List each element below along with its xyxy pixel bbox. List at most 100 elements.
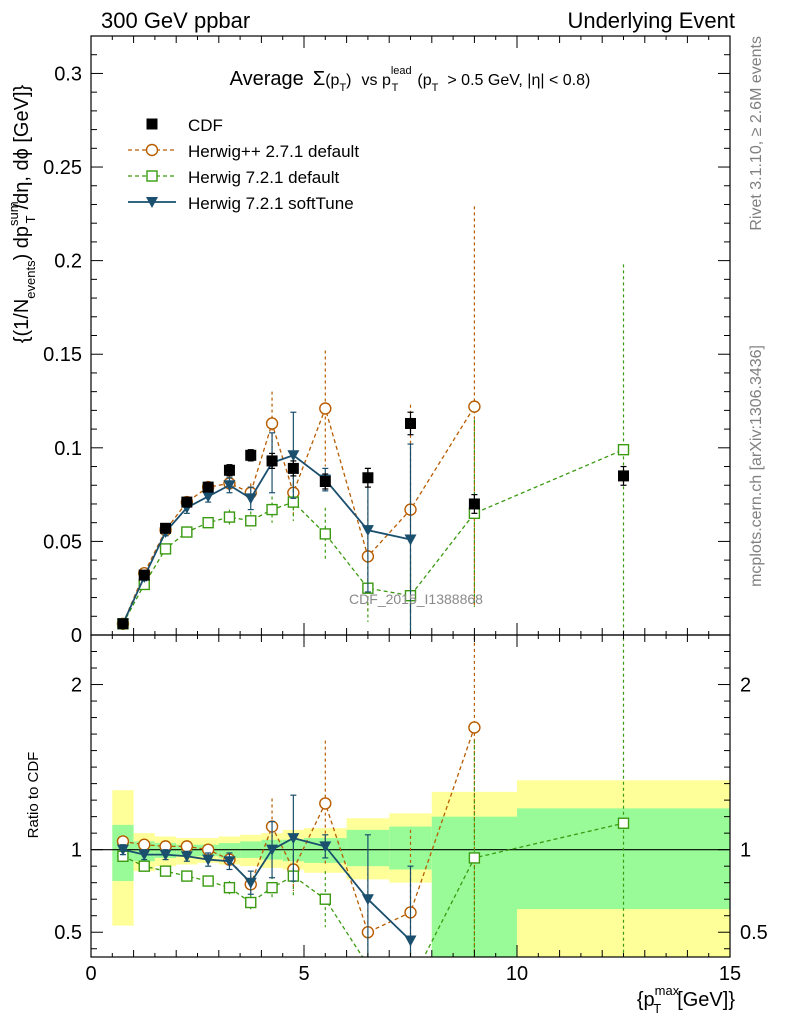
data-point (245, 896, 257, 909)
data-point (468, 721, 481, 734)
data-point (287, 462, 299, 474)
data-point (468, 852, 481, 864)
legend-marker (146, 197, 158, 208)
ratio-y-tick-label-left: 1 (71, 840, 82, 862)
data-point (362, 472, 374, 484)
data-point (244, 493, 257, 505)
data-point (223, 881, 236, 894)
main-panel-series (116, 206, 630, 635)
x-tick-label: 15 (719, 963, 741, 985)
data-point (202, 516, 214, 529)
data-point (361, 525, 374, 537)
data-point (404, 534, 417, 546)
data-point (404, 935, 417, 947)
data-point (319, 893, 331, 905)
data-point (618, 470, 629, 482)
data-point (245, 449, 257, 461)
legend: CDF Herwig++ 2.7.1 default Herwig 7.2.1 de… (128, 116, 359, 213)
data-point (265, 417, 279, 430)
header-left: 300 GeV ppbar (101, 8, 250, 33)
y-tick-label: 0.3 (54, 63, 82, 85)
data-point (223, 511, 236, 523)
x-axis-label: {pmax T [GeV]} (637, 983, 735, 1016)
data-point (244, 877, 257, 889)
ratio-y-tick-label-left: 0.5 (54, 922, 82, 944)
data-point (223, 480, 236, 492)
ratio-panel-series (116, 635, 630, 988)
data-point (319, 797, 332, 810)
y-tick-label: 0.15 (43, 344, 82, 366)
series-cdf (117, 411, 629, 630)
data-point (116, 844, 129, 856)
data-point (468, 400, 481, 413)
data-point (617, 443, 630, 456)
y-tick-label: 0.25 (43, 157, 82, 179)
rivet-label: Rivet 3.1.10, ≥ 2.6M events (748, 36, 765, 231)
ratio-y-tick-label-right: 2 (740, 675, 751, 697)
ratio-y-tick-label-right: 1 (740, 840, 751, 862)
legend-label: Herwig 7.2.1 softTune (188, 194, 354, 213)
analysis-watermark: CDF_2015_I1388868 (349, 591, 483, 607)
data-point (160, 522, 172, 534)
series-herwig-7-2-1-default (117, 264, 630, 635)
data-point (181, 496, 193, 508)
y-axis-label-main: {(1/Nevents) dpsum T/dη, dϕ [GeV]} (6, 84, 38, 343)
series-herwig-2-7-1-default-ratio (116, 635, 481, 957)
legend-item-herwig-7-2-1-softtune: Herwig 7.2.1 softTune (128, 194, 354, 213)
axes: 0 5 10 15 0 0.05 0.1 0.15 0.2 0.25 0.3 0.5 0.5 1 1 2 2 (43, 35, 768, 985)
data-point (159, 865, 172, 877)
data-point (159, 543, 172, 555)
y-tick-label: 0.05 (43, 531, 82, 553)
legend-label: Herwig++ 2.7.1 default (188, 142, 359, 161)
legend-item-herwig-2-7-1-default: Herwig++ 2.7.1 default (128, 142, 359, 161)
series-line (122, 449, 624, 625)
data-point (266, 503, 278, 516)
legend-marker (145, 143, 159, 157)
data-point (181, 870, 193, 882)
header-right: Underlying Event (567, 8, 735, 33)
data-point (223, 464, 235, 476)
legend-marker (146, 118, 158, 130)
data-point (406, 978, 416, 988)
data-point (319, 402, 332, 415)
series-herwig-7-2-1-default-ratio (117, 635, 630, 988)
legend-label: CDF (188, 116, 223, 135)
data-point (223, 856, 236, 868)
data-point (202, 491, 215, 503)
data-point (287, 450, 300, 462)
data-point (117, 618, 129, 630)
series-herwig-2-7-1-default (116, 206, 481, 630)
data-point (181, 526, 193, 538)
data-point (266, 881, 278, 894)
y-axis-label-ratio: Ratio to CDF (25, 752, 42, 839)
ratio-y-tick-label-right: 0.5 (740, 922, 768, 944)
series-herwig-7-2-1-softtune-ratio (116, 794, 417, 957)
stat-band-bin (218, 843, 241, 858)
x-tick-label: 0 (85, 963, 96, 985)
legend-label: Herwig 7.2.1 default (188, 168, 339, 187)
data-point (138, 849, 151, 861)
data-point (319, 528, 331, 540)
data-point (202, 854, 215, 866)
x-tick-label: 10 (506, 963, 528, 985)
data-point (617, 817, 630, 829)
y-tick-label: 0.2 (54, 251, 82, 273)
legend-item-herwig-7-2-1-default: Herwig 7.2.1 default (128, 168, 339, 187)
data-point (138, 838, 151, 851)
data-point (319, 476, 331, 488)
mcplots-label: mcplots.cern.ch [arXiv:1306.3436] (748, 345, 765, 587)
data-point (138, 569, 150, 581)
data-point (180, 851, 193, 863)
series-line (122, 837, 412, 942)
y-tick-label: 0.1 (54, 438, 82, 460)
data-point (180, 840, 194, 853)
data-point (363, 960, 373, 970)
legend-item-cdf: CDF (146, 116, 223, 135)
y-tick-label: 0 (71, 625, 82, 647)
data-point (287, 833, 300, 845)
series-line (122, 454, 411, 625)
plot-title: Average Σ(pT) vs plead T (pT > 0.5 GeV, |… (230, 65, 591, 95)
data-point (159, 849, 172, 861)
data-point (468, 498, 480, 510)
